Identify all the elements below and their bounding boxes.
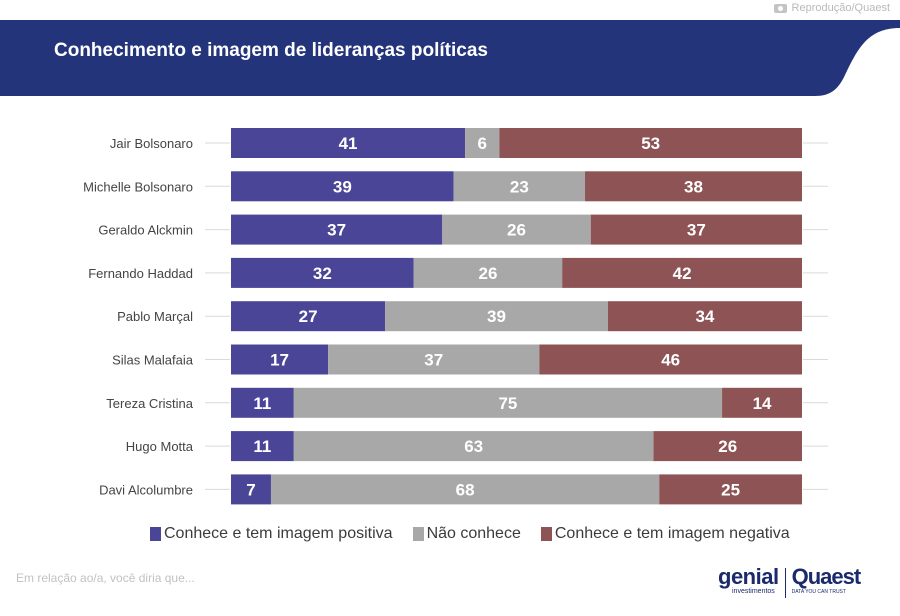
bar-segment-unknown	[293, 387, 723, 418]
credit-text: Reprodução/Quaest	[791, 2, 890, 14]
data-label: 68	[456, 480, 475, 499]
chart-title: Conhecimento e imagem de lideranças polí…	[54, 40, 488, 61]
bar-segment-unknown	[270, 474, 660, 505]
bar-segment-positive	[231, 128, 466, 158]
quaest-logo: Quaest DATA YOU CAN TRUST	[791, 564, 862, 596]
legend-item-positive: Conhece e tem imagem positiva	[150, 525, 393, 543]
bar-segment-positive	[231, 301, 386, 332]
genial-logo-text: genial	[718, 564, 779, 589]
category-label: Michelle Bolsonaro	[83, 179, 193, 194]
data-label: 26	[478, 264, 497, 283]
category-label: Jair Bolsonaro	[110, 136, 193, 151]
bar-segment-positive	[231, 171, 454, 202]
bar-segment-positive	[231, 474, 271, 505]
legend-label-unknown: Não conhece	[426, 525, 521, 542]
bar-segment-unknown	[293, 431, 654, 462]
data-label: 11	[253, 437, 271, 456]
bar-segment-unknown	[385, 301, 608, 332]
data-label: 6	[478, 134, 487, 153]
data-label: 53	[641, 134, 660, 153]
data-label: 39	[333, 177, 352, 196]
footnote: Em relação ao/a, você diria que...	[16, 571, 195, 585]
category-label: Pablo Marçal	[117, 309, 193, 324]
data-label: 75	[498, 394, 517, 413]
data-label: 32	[313, 264, 332, 283]
bar-segment-unknown	[453, 171, 586, 202]
logos: genial investimentos Quaest DATA YOU CAN…	[718, 564, 862, 598]
data-label: 42	[673, 264, 692, 283]
bar-segment-positive	[231, 257, 414, 288]
bar-segment-negative	[585, 171, 802, 202]
legend-label-positive: Conhece e tem imagem positiva	[164, 525, 393, 542]
bar-segment-negative	[607, 301, 802, 332]
bar-segment-negative	[499, 128, 802, 158]
data-label: 63	[464, 437, 483, 456]
bar-segment-unknown	[328, 344, 540, 375]
genial-logo-subtext: investimentos	[732, 588, 775, 595]
data-label: 25	[721, 480, 740, 499]
bar-segment-negative	[562, 257, 802, 288]
chart-legend: Conhece e tem imagem positiva Não conhec…	[150, 525, 790, 543]
bar-segment-unknown	[465, 128, 500, 158]
category-label: Fernando Haddad	[88, 266, 193, 281]
bar-segment-negative	[653, 431, 802, 462]
quaest-logo-text: Quaest	[791, 564, 862, 589]
legend-label-negative: Conhece e tem imagem negativa	[554, 525, 790, 542]
photo-credit: Reprodução/Quaest	[773, 2, 890, 14]
data-label: 46	[661, 351, 680, 370]
data-label: 7	[246, 480, 255, 499]
data-label: 37	[424, 351, 443, 370]
logo-divider	[784, 568, 786, 598]
header-banner	[0, 20, 900, 96]
data-label: 27	[299, 307, 318, 326]
bar-segment-negative	[659, 474, 802, 505]
legend-swatch-negative	[540, 527, 552, 541]
data-label: 23	[510, 177, 529, 196]
data-label: 11	[253, 394, 271, 413]
data-label: 37	[327, 221, 346, 240]
quaest-logo-subtext: DATA YOU CAN TRUST	[791, 589, 846, 595]
category-label: Davi Alcolumbre	[99, 482, 193, 497]
data-label: 26	[507, 221, 526, 240]
category-label: Silas Malafaia	[112, 353, 194, 368]
legend-item-negative: Conhece e tem imagem negativa	[540, 525, 790, 543]
bar-segment-positive	[231, 214, 443, 245]
bar-segment-negative	[722, 387, 802, 418]
bar-segment-positive	[231, 431, 294, 462]
legend-swatch-unknown	[412, 527, 424, 541]
data-label: 38	[684, 177, 703, 196]
data-label: 26	[718, 437, 737, 456]
data-label: 41	[339, 134, 358, 153]
data-label: 14	[753, 394, 772, 413]
bar-segment-unknown	[442, 214, 591, 245]
bar-segment-positive	[231, 387, 294, 418]
data-label: 17	[270, 351, 289, 370]
genial-logo: genial investimentos	[718, 566, 779, 596]
data-label: 39	[487, 307, 506, 326]
legend-item-unknown: Não conhece	[412, 525, 521, 543]
bar-segment-negative	[539, 344, 802, 375]
legend-swatch-positive	[150, 527, 161, 541]
category-label: Tereza Cristina	[106, 396, 193, 411]
bar-segment-negative	[590, 214, 802, 245]
stacked-bar-chart: Jair Bolsonaro 41 6 53 Michelle Bolsonaro 39 2…	[83, 128, 828, 505]
data-label: 34	[695, 307, 714, 326]
category-label: Geraldo Alckmin	[98, 223, 193, 238]
category-label: Hugo Motta	[126, 439, 194, 454]
bar-segment-unknown	[413, 257, 563, 288]
camera-icon	[773, 3, 787, 13]
data-label: 37	[687, 221, 706, 240]
bar-segment-positive	[231, 344, 329, 375]
